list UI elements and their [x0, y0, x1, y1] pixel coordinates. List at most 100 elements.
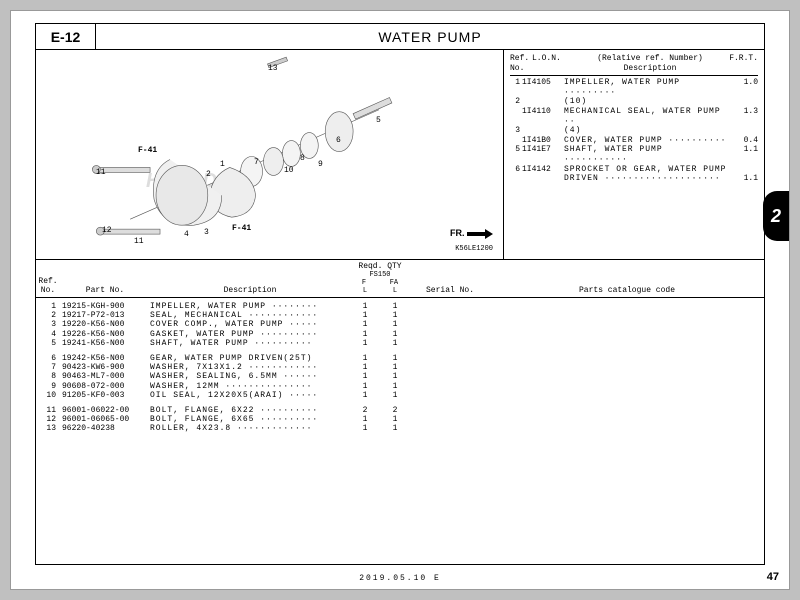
p-qty-fa: 1 [380, 382, 410, 391]
ref-desc: DRIVEN ···················· [564, 174, 732, 184]
p-desc: ROLLER, 4X23.8 ············· [150, 424, 350, 433]
ref-table-row: 2(10) [510, 97, 758, 107]
diagram-callout: 10 [284, 166, 294, 175]
parts-row: 219217-P72-013SEAL, MECHANICAL ·········… [36, 311, 764, 320]
ref-table-row: 1I4110MECHANICAL SEAL, WATER PUMP ··1.3 [510, 107, 758, 126]
diagram-callout: 3 [204, 228, 209, 237]
ref-table-row: DRIVEN ····················1.1 [510, 174, 758, 184]
p-qty-fa: 2 [380, 406, 410, 415]
p-ref: 12 [36, 415, 60, 424]
parts-row: 790423-KW6-900WASHER, 7X13X1.2 ·········… [36, 363, 764, 372]
ref-table-row: 61I4142SPROCKET OR GEAR, WATER PUMP [510, 165, 758, 175]
diagram-callout: 7 [254, 158, 259, 167]
ph-ref: Ref. No. [36, 277, 60, 295]
p-partno: 19241-K56-N00 [60, 339, 150, 348]
p-qty-f: 1 [350, 339, 380, 348]
p-desc: OIL SEAL, 12X20X5(ARAI) ····· [150, 391, 350, 400]
diagram-callout: F-41 [138, 146, 157, 155]
p-desc: IMPELLER, WATER PUMP ········ [150, 302, 350, 311]
p-desc: COVER COMP., WATER PUMP ····· [150, 320, 350, 329]
p-qty-f: 1 [350, 415, 380, 424]
p-partno: 90608-072-000 [60, 382, 150, 391]
ph-qty-l2: L [393, 287, 397, 295]
parts-row: 1396220-40238ROLLER, 4X23.8 ············… [36, 424, 764, 433]
p-partno: 19217-P72-013 [60, 311, 150, 320]
p-qty-f: 1 [350, 424, 380, 433]
p-qty-fa: 1 [380, 330, 410, 339]
section-tab: 2 [763, 191, 789, 241]
page-number: 47 [767, 571, 779, 583]
ph-qty: Reqd. QTY FS150 F FA L L [350, 262, 410, 295]
ref-n: 3 [510, 126, 522, 136]
parts-row: 1091205-KF0-003OIL SEAL, 12X20X5(ARAI) ·… [36, 391, 764, 400]
page-title: WATER PUMP [96, 24, 764, 49]
ref-n: 6 [510, 165, 522, 175]
p-desc: GASKET, WATER PUMP ·········· [150, 330, 350, 339]
ref-head-no: Ref. No. [510, 54, 532, 73]
p-desc: WASHER, 7X13X1.2 ············ [150, 363, 350, 372]
ref-frt: 1.3 [732, 107, 758, 126]
p-partno: 90423-KW6-900 [60, 363, 150, 372]
p-qty-f: 1 [350, 311, 380, 320]
ph-code: Parts catalogue code [490, 286, 764, 295]
ph-qty-f: F [362, 279, 366, 287]
parts-row: 990608-072-000WASHER, 12MM ·············… [36, 382, 764, 391]
p-qty-f: 1 [350, 382, 380, 391]
ref-n: 2 [510, 97, 522, 107]
header-row: E-12 WATER PUMP [36, 24, 764, 50]
ref-frt [732, 126, 758, 136]
p-partno: 91205-KF0-003 [60, 391, 150, 400]
p-ref: 1 [36, 302, 60, 311]
p-qty-fa: 1 [380, 311, 410, 320]
parts-row: 119215-KGH-900IMPELLER, WATER PUMP ·····… [36, 302, 764, 311]
fr-direction-label: FR. [450, 228, 493, 239]
ref-frt [732, 97, 758, 107]
p-desc: SHAFT, WATER PUMP ·········· [150, 339, 350, 348]
footer-date: 2019.05.10 E [11, 574, 789, 583]
diagram-callout: 11 [134, 237, 144, 246]
diagram-callout: 5 [376, 116, 381, 125]
ref-desc: IMPELLER, WATER PUMP ········· [564, 78, 732, 97]
ref-table-row: 3 (4) [510, 126, 758, 136]
p-desc: BOLT, FLANGE, 6X65 ·········· [150, 415, 350, 424]
parts-row: 1296001-06065-00BOLT, FLANGE, 6X65 ·····… [36, 415, 764, 424]
p-desc: BOLT, FLANGE, 6X22 ·········· [150, 406, 350, 415]
parts-row: 1196001-06022-00BOLT, FLANGE, 6X22 ·····… [36, 406, 764, 415]
ref-table-row: 51I41E7SHAFT, WATER PUMP ···········1.1 [510, 145, 758, 164]
parts-row: 319220-K56-N00COVER COMP., WATER PUMP ··… [36, 320, 764, 329]
ref-table-row: 11I4105IMPELLER, WATER PUMP ·········1.0 [510, 78, 758, 97]
ref-desc: (4) [564, 126, 732, 136]
parts-row: 619242-K56-N00GEAR, WATER PUMP DRIVEN(25… [36, 354, 764, 363]
p-partno: 19242-K56-N00 [60, 354, 150, 363]
p-partno: 96001-06065-00 [60, 415, 150, 424]
p-qty-f: 1 [350, 330, 380, 339]
p-partno: 19220-K56-N00 [60, 320, 150, 329]
p-ref: 9 [36, 382, 60, 391]
ref-lon [522, 97, 564, 107]
ref-lon: 1I4142 [522, 165, 564, 175]
p-qty-f: 1 [350, 354, 380, 363]
ref-desc: SHAFT, WATER PUMP ··········· [564, 145, 732, 164]
p-ref: 3 [36, 320, 60, 329]
ref-n: 5 [510, 145, 522, 164]
p-qty-fa: 1 [380, 320, 410, 329]
p-ref: 5 [36, 339, 60, 348]
p-partno: 96001-06022-00 [60, 406, 150, 415]
p-qty-f: 2 [350, 406, 380, 415]
diagram-code: K56LE1200 [455, 245, 493, 253]
ref-head-frt: F.R.T. [728, 54, 758, 73]
diagram-callout: 6 [336, 136, 341, 145]
p-qty-f: 1 [350, 302, 380, 311]
ref-lon: 1I41E7 [522, 145, 564, 164]
p-qty-f: 1 [350, 320, 380, 329]
ph-qty-sub1: FS150 [350, 271, 410, 279]
ref-lon: 1I41B0 [522, 136, 564, 146]
ref-lon: 1I4105 [522, 78, 564, 97]
ref-frt: 0.4 [732, 136, 758, 146]
ref-n [510, 107, 522, 126]
p-qty-f: 1 [350, 363, 380, 372]
ph-qty-label: Reqd. QTY [350, 262, 410, 271]
ref-lon [522, 174, 564, 184]
parts-row: 519241-K56-N00SHAFT, WATER PUMP ········… [36, 339, 764, 348]
parts-table-body: 119215-KGH-900IMPELLER, WATER PUMP ·····… [36, 298, 764, 433]
